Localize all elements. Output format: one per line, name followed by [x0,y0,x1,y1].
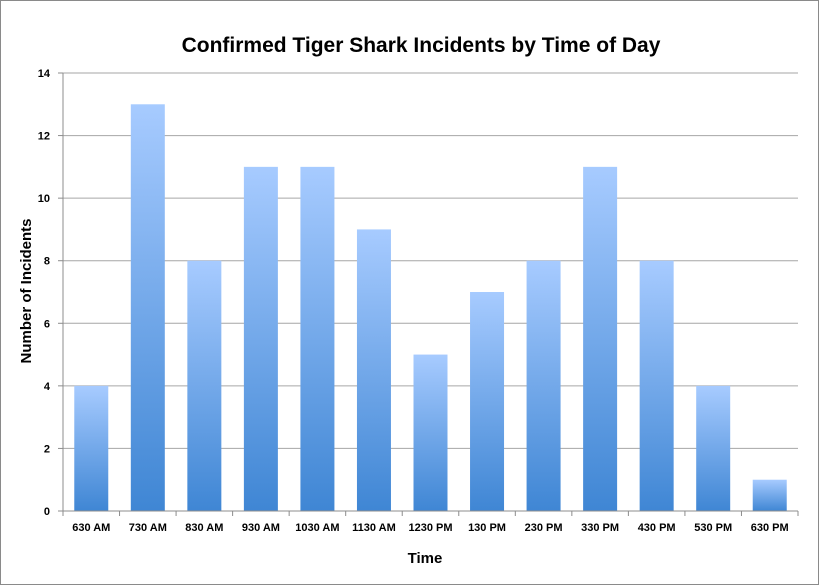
y-tick-label: 0 [44,506,50,518]
y-tick-label: 10 [38,193,50,205]
y-tick-label: 12 [38,131,50,143]
x-tick-label: 330 PM [581,522,619,534]
x-tick-label: 630 PM [751,522,789,534]
bar [74,385,109,511]
axes [62,73,799,516]
bar [300,166,335,511]
bar [583,166,618,511]
x-tick-label: 830 AM [185,522,223,534]
x-tick-label: 930 AM [242,522,280,534]
x-tick-label: 230 PM [525,522,563,534]
x-tick-label: 630 AM [72,522,110,534]
bar [526,260,561,511]
y-tick-label: 8 [44,256,50,268]
y-tick-label: 6 [44,318,50,330]
bar [413,354,448,511]
x-tick-label: 530 PM [694,522,732,534]
x-tick-label: 1030 AM [295,522,339,534]
x-axis-title: Time [408,550,443,567]
gridlines [58,72,798,512]
bars [74,104,787,512]
x-tick-label: 1130 AM [352,522,396,534]
x-tick-label: 430 PM [638,522,676,534]
bar [470,292,505,511]
x-tick-label: 1230 PM [408,522,452,534]
bar [752,479,787,511]
y-axis-title: Number of Incidents [18,218,35,363]
bar [243,166,278,511]
x-tick-label: 130 PM [468,522,506,534]
chart-title: Confirmed Tiger Shark Incidents by Time … [182,34,661,57]
bar [696,385,731,511]
x-tick-label: 730 AM [129,522,167,534]
y-tick-labels: 0 2 4 6 8 10 12 14 [38,68,51,518]
y-tick-label: 2 [44,443,50,455]
bar [130,104,165,512]
y-tick-label: 14 [38,68,51,80]
bar [187,260,222,511]
y-tick-label: 4 [44,381,51,393]
bar [356,229,391,511]
x-tick-labels: 630 AM 730 AM 830 AM 930 AM 1030 AM 1130 AM 12… [72,522,788,534]
bar [639,260,674,511]
